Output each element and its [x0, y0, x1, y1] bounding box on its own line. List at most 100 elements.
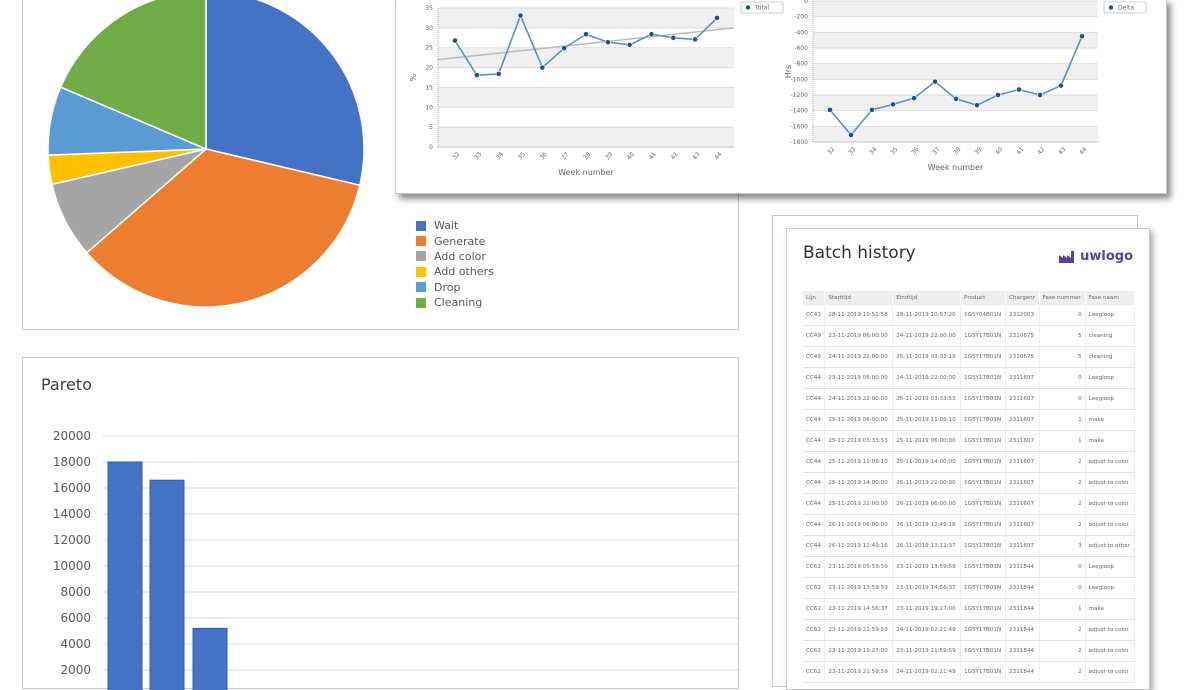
- y-axis-title: Hrs: [784, 65, 793, 78]
- table-cell: 2310675: [1005, 325, 1040, 347]
- data-point: [911, 95, 917, 102]
- table-cell: 1G5Y17B01N: [960, 556, 1007, 578]
- table-row[interactable]: CC49 24-11-2019 22:00:00 25-11-2019 03:03:…: [803, 346, 1136, 368]
- table-cell: 1G5Y17B01N: [960, 514, 1007, 536]
- table-row[interactable]: CC44 23-11-2019 06:00:00 24-11-2019 22:00:…: [803, 367, 1136, 389]
- table-row[interactable]: CC49 23-11-2019 06:00:00 24-11-2019 22:00:…: [803, 325, 1136, 347]
- table-cell: CC44: [803, 451, 826, 473]
- legend-item: Add others: [416, 264, 494, 279]
- table-cell: 25-11-2019 11:06:10: [824, 451, 894, 473]
- y-tick-label: 10: [425, 104, 433, 111]
- table-cell: adjust to color: [1085, 619, 1136, 641]
- table-cell: 5: [1039, 325, 1086, 347]
- table-row[interactable]: CC44 26-11-2019 06:00:00 26-11-2019 12:49:…: [803, 514, 1136, 536]
- table-cell: 28-11-2019 10:51:58: [824, 305, 894, 326]
- grid-band: [813, 32, 1098, 48]
- table-cell: 2: [1039, 619, 1086, 641]
- table-cell: adjust to color: [1085, 514, 1136, 536]
- y-tick-label: 12000: [53, 533, 91, 547]
- table-row[interactable]: CC62 23-11-2019 21:59:59 24-11-2019 02:21:…: [803, 661, 1136, 683]
- table-cell: adjust to color: [1085, 640, 1136, 662]
- table-cell: CC49: [803, 346, 826, 368]
- grid-band: [438, 47, 734, 68]
- table-cell: 0: [1039, 577, 1086, 599]
- table-cell: adjust to color: [1085, 451, 1136, 473]
- legend-marker: [1108, 5, 1114, 10]
- data-point: [495, 71, 502, 77]
- table-cell: 1G5Y17B01N: [960, 430, 1007, 452]
- y-tick-label: -1400: [791, 108, 809, 115]
- x-tick-label: 44: [713, 151, 723, 161]
- factory-icon: [1059, 250, 1075, 263]
- column-header[interactable]: Fase naam: [1085, 291, 1136, 305]
- table-cell: 24-11-2019 22:00:00: [892, 325, 962, 347]
- table-row[interactable]: CC62 23-11-2019 19:27:00 23-11-2019 21:59:…: [803, 640, 1136, 662]
- table-row[interactable]: CC62 23-11-2019 05:59:59 23-11-2019 13:59:…: [803, 556, 1136, 578]
- table-row[interactable]: CC44 25-11-2019 22:00:00 26-11-2019 06:00:…: [803, 493, 1136, 515]
- grid-band: [813, 1, 1098, 17]
- table-cell: 2311844: [1005, 556, 1040, 578]
- column-header[interactable]: Starttijd: [824, 291, 894, 305]
- table-cell: 2311607: [1005, 451, 1040, 473]
- legend-swatch: [416, 282, 426, 293]
- grid-band: [438, 127, 734, 147]
- y-tick-label: -400: [794, 29, 808, 36]
- column-header[interactable]: Product: [960, 291, 1007, 305]
- grid-band: [813, 63, 1098, 80]
- y-tick-label: -600: [794, 45, 808, 52]
- data-point: [1079, 33, 1085, 40]
- data-point: [692, 36, 699, 43]
- table-row[interactable]: CC44 26-11-2019 12:49:16 26-11-2019 13:12:…: [803, 535, 1136, 557]
- table-cell: 23-11-2019 21:59:59: [824, 661, 894, 683]
- table-cell: CC62: [803, 577, 826, 599]
- y-tick-label: 5: [429, 124, 433, 131]
- table-cell: Leegloop: [1085, 388, 1136, 410]
- table-row[interactable]: CC44 25-11-2019 03:33:53 25-11-2019 06:00:…: [803, 430, 1136, 452]
- table-cell: 24-11-2019 22:00:00: [892, 367, 962, 389]
- pareto-bar: [149, 479, 185, 690]
- x-tick-label: 41: [648, 151, 658, 161]
- table-row[interactable]: CC44 25-11-2019 11:06:10 25-11-2019 14:00:…: [803, 451, 1136, 473]
- column-header[interactable]: Chargenr: [1005, 291, 1040, 305]
- table-cell: 2: [1039, 640, 1086, 662]
- y-tick-label: -1800: [791, 139, 809, 146]
- table-cell: Leegloop: [1085, 305, 1136, 326]
- table-row[interactable]: CC62 23-11-2019 13:59:59 23-11-2019 14:56:…: [803, 577, 1136, 599]
- table-row[interactable]: CC44 24-11-2019 22:00:00 25-11-2019 03:33:…: [803, 388, 1136, 410]
- table-cell: 0: [1039, 556, 1086, 578]
- table-cell: 26-11-2019 12:49:16: [892, 514, 962, 536]
- table-cell: 1G5Y17B01N: [960, 577, 1007, 599]
- table-cell: adjust to color: [1085, 493, 1136, 515]
- data-point: [974, 102, 980, 109]
- pie-slice-wait: [205, 0, 365, 187]
- x-tick-label: 32: [451, 151, 461, 161]
- column-header[interactable]: Eindtijd: [892, 291, 962, 305]
- x-tick-label: 34: [868, 146, 878, 156]
- table-row[interactable]: CC44 25-11-2019 06:00:00 25-11-2019 11:06:…: [803, 409, 1136, 431]
- table-cell: Leegloop: [1085, 577, 1136, 599]
- table-cell: make: [1085, 598, 1136, 620]
- table-row[interactable]: CC62 23-11-2019 21:59:59 24-11-2019 02:21:…: [803, 619, 1136, 641]
- data-point: [1058, 82, 1064, 89]
- x-tick-label: 33: [473, 151, 483, 161]
- pareto-title: Pareto: [41, 375, 92, 394]
- table-cell: 24-11-2019 22:00:00: [824, 388, 894, 410]
- table-row[interactable]: CC43 28-11-2019 10:51:58 28-11-2019 10:57:…: [803, 305, 1136, 326]
- table-cell: 2: [1039, 451, 1086, 473]
- table-row[interactable]: CC44 25-11-2019 14:00:00 25-11-2019 22:00:…: [803, 472, 1136, 494]
- column-header[interactable]: Lijn: [803, 291, 826, 305]
- table-cell: 1G5Y17B01N: [960, 619, 1007, 641]
- table-cell: 25-11-2019 06:00:00: [824, 409, 894, 431]
- x-tick-label: 40: [994, 146, 1004, 156]
- table-cell: 1: [1039, 598, 1086, 620]
- column-header[interactable]: Fase nummer: [1039, 291, 1086, 305]
- table-cell: 1G5Y17B01N: [960, 472, 1007, 494]
- pareto-bar: [107, 461, 143, 690]
- table-cell: CC49: [803, 325, 826, 347]
- table-cell: CC44: [803, 430, 826, 452]
- data-point: [583, 31, 589, 38]
- x-tick-label: 37: [931, 146, 941, 156]
- trend-charts: 0 5 10 15 20 25 30 35 32 33 34 35 36 37 38 39 40 41 42 43 44…: [409, 0, 1147, 177]
- table-row[interactable]: CC62 23-11-2019 14:56:37 23-11-2019 19:27:…: [803, 598, 1136, 620]
- table-cell: 23-11-2019 13:59:59: [892, 556, 962, 578]
